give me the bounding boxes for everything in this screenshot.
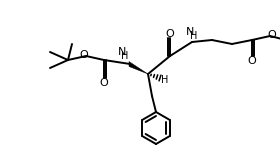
Text: O: O [100,78,108,88]
Text: O: O [166,29,174,39]
Text: O: O [248,56,256,66]
Polygon shape [129,62,148,74]
Text: O: O [80,50,88,60]
Text: N: N [186,27,194,37]
Text: H: H [190,31,198,41]
Text: H: H [121,51,129,61]
Text: O: O [268,30,276,40]
Text: N: N [118,47,126,57]
Text: H: H [161,75,169,85]
